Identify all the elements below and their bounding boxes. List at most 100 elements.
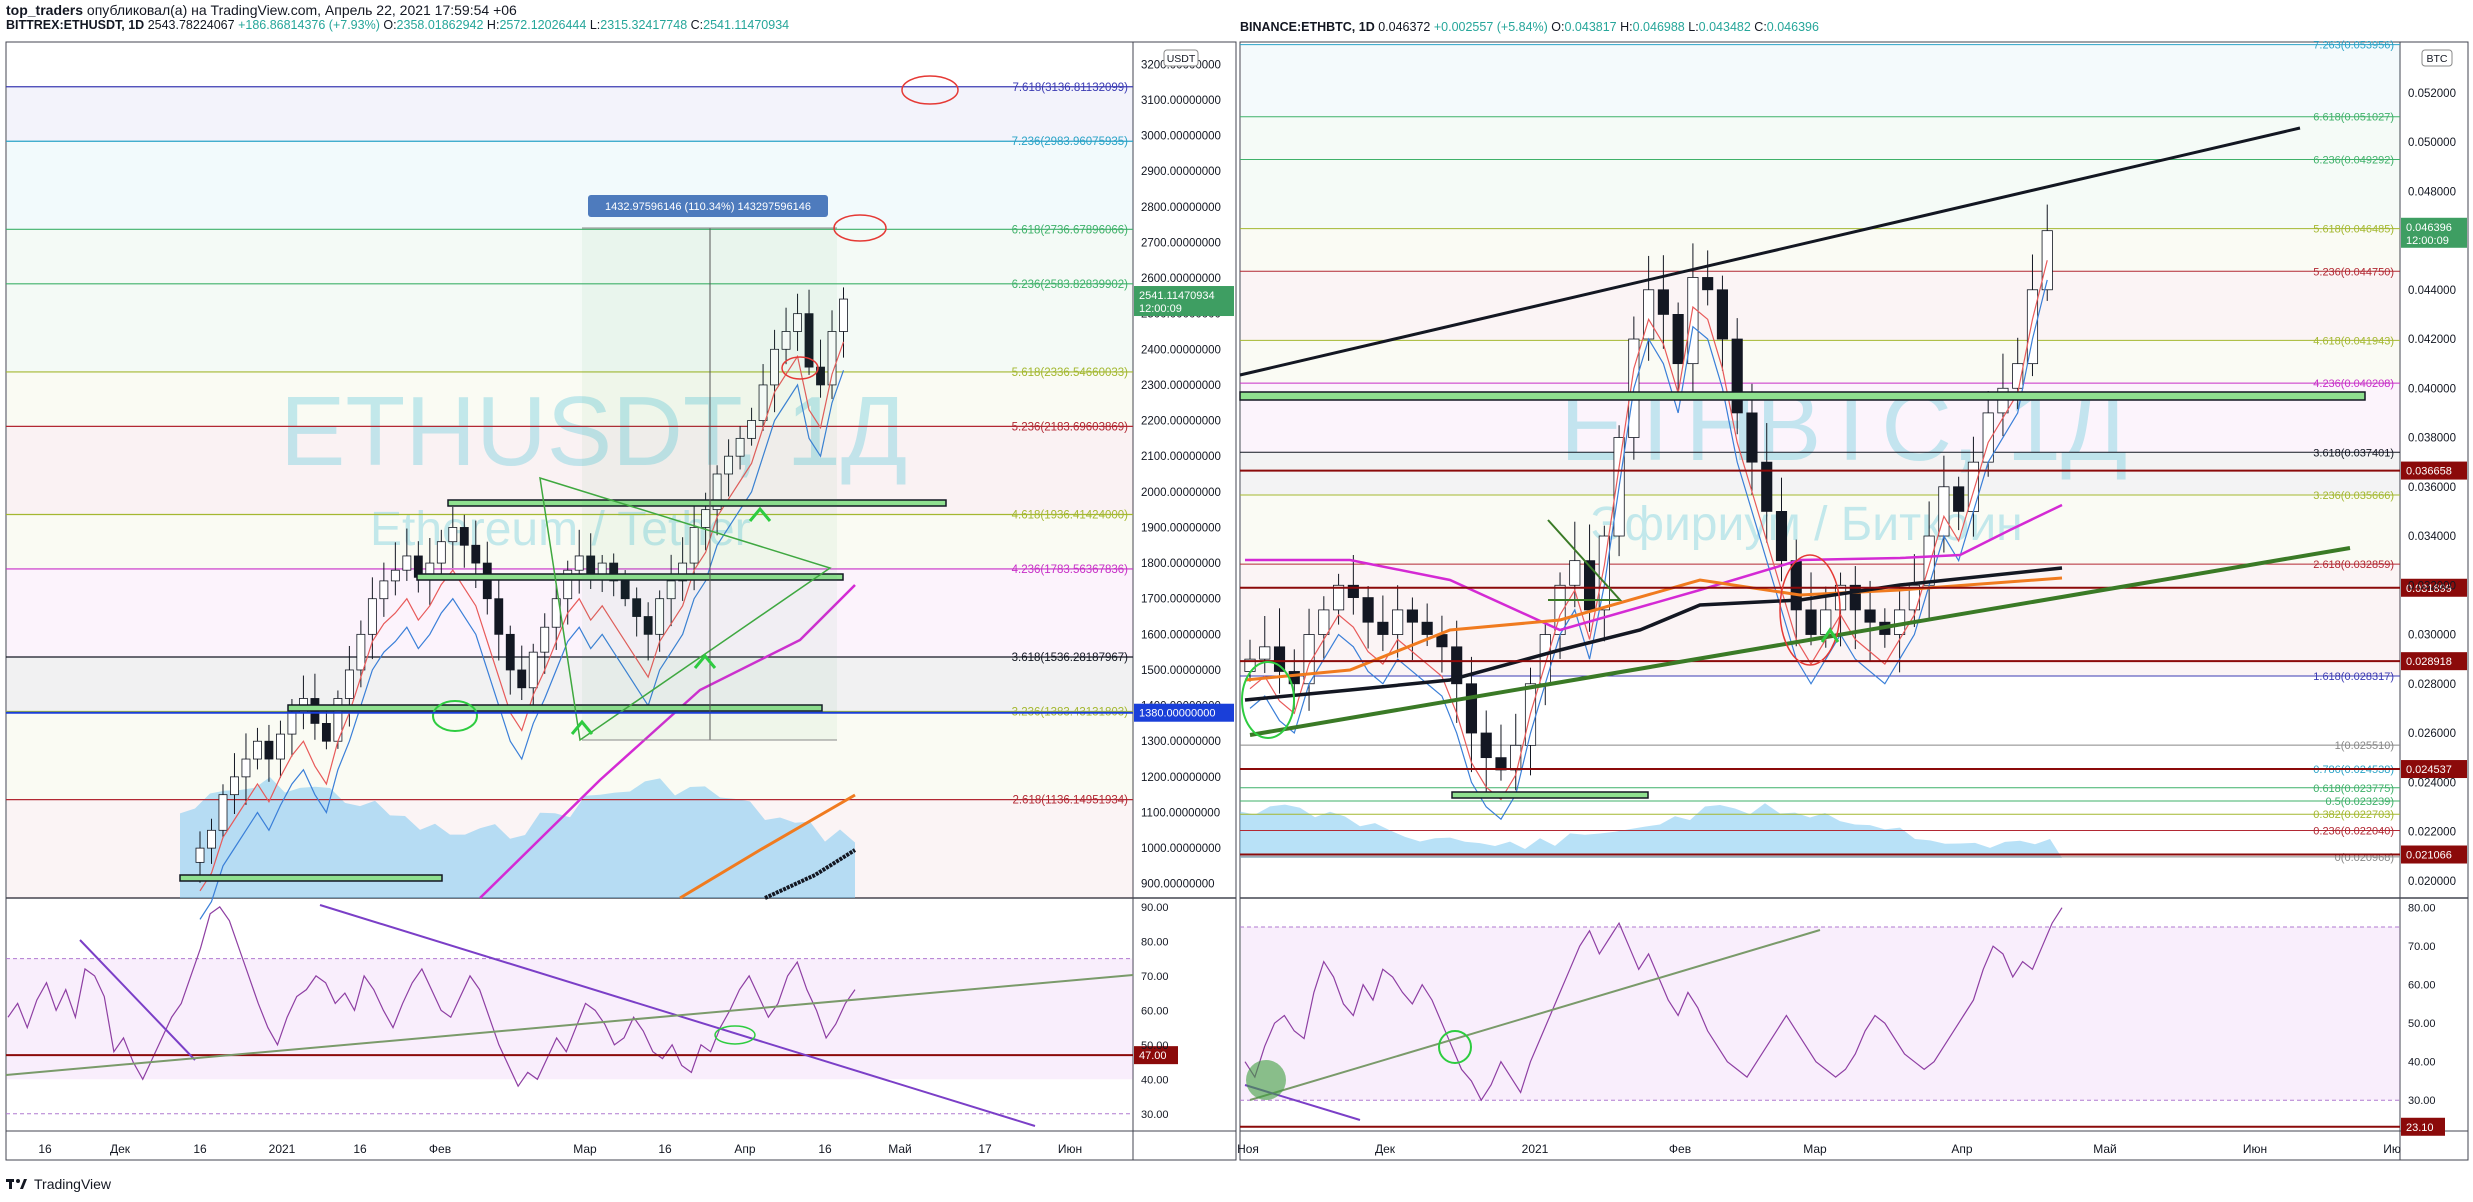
left-candle-body bbox=[747, 420, 757, 439]
right-rsi-band bbox=[1241, 926, 2400, 1101]
right-candle-body bbox=[1775, 510, 1788, 562]
right-time-tick: Июн bbox=[2243, 1142, 2267, 1156]
left-fib-band bbox=[7, 283, 1133, 372]
author-name[interactable]: top_traders bbox=[6, 2, 84, 18]
left-fib-label: 5.618(2336.54660033) bbox=[1012, 367, 1129, 379]
left-ma-magenta bbox=[479, 584, 856, 899]
right-currency-label: BTC bbox=[2427, 53, 2448, 65]
left-candle-body bbox=[827, 331, 837, 386]
right-high: 0.046988 bbox=[1632, 20, 1685, 34]
right-last-price-timer: 12:00:09 bbox=[2406, 235, 2449, 247]
right-candle-body bbox=[1377, 621, 1389, 635]
left-candle-body bbox=[609, 562, 619, 582]
right-rsi-circle bbox=[1438, 1030, 1472, 1064]
left-time-tick: Апр bbox=[734, 1142, 756, 1156]
right-symbol: BINANCE:ETHBTC, 1D bbox=[1240, 20, 1375, 34]
left-last-price-tag bbox=[1134, 286, 1234, 317]
left-watermark-name: Ethereum / Tether bbox=[370, 503, 751, 556]
left-annotation-ellipse bbox=[901, 75, 959, 105]
left-measure-badge bbox=[588, 195, 828, 217]
right-annotation-circle bbox=[1241, 661, 1295, 739]
right-price-tick: 0.044000 bbox=[2408, 285, 2456, 297]
right-candle-body bbox=[1702, 277, 1714, 291]
right-fib-band bbox=[1241, 494, 2400, 565]
left-candle-body bbox=[482, 562, 492, 600]
right-rsi-tick: 70.00 bbox=[2408, 941, 2436, 953]
left-candle-body bbox=[367, 598, 377, 635]
right-candle-body bbox=[1687, 277, 1699, 365]
left-candle-body bbox=[816, 366, 825, 386]
right-rsi-tick: 30.00 bbox=[2408, 1095, 2436, 1107]
right-time-tick: Фев bbox=[1669, 1142, 1691, 1156]
left-support-zone bbox=[416, 573, 844, 581]
left-fib-band bbox=[7, 657, 1133, 712]
right-fib-band bbox=[1241, 159, 2400, 229]
right-candle-body bbox=[1569, 560, 1581, 586]
right-candle-body bbox=[1451, 646, 1463, 685]
right-fib-label: 6.236(0.049292) bbox=[2313, 154, 2394, 166]
left-candle-body bbox=[471, 544, 481, 564]
right-fib-band bbox=[1241, 44, 2400, 117]
right-candle-body bbox=[1421, 621, 1433, 635]
right-candle-body bbox=[1672, 314, 1684, 365]
left-support-zone bbox=[447, 499, 947, 507]
left-ma-blue bbox=[199, 370, 845, 920]
right-level-tag bbox=[2401, 760, 2467, 779]
left-price-tick: 1300.00000000 bbox=[1141, 736, 1221, 748]
left-time-tick: 16 bbox=[193, 1142, 207, 1156]
left-last: 2543.78224067 bbox=[147, 18, 235, 32]
left-candle-body bbox=[253, 740, 262, 760]
right-candle-body bbox=[1953, 486, 1965, 512]
left-time-tick: Май bbox=[888, 1142, 912, 1156]
right-candle-body bbox=[1805, 609, 1817, 635]
left-rsi-level-tag bbox=[1134, 1046, 1178, 1065]
right-candle-body bbox=[1465, 683, 1478, 734]
right-time-tick: 2021 bbox=[1522, 1142, 1549, 1156]
right-price-tick: 0.024000 bbox=[2408, 777, 2456, 789]
left-candle-body bbox=[402, 555, 412, 571]
left-volume-area bbox=[180, 777, 855, 898]
left-rsi-trendline bbox=[79, 939, 196, 1061]
left-ma-black bbox=[764, 848, 857, 900]
right-price-tick: 0.050000 bbox=[2408, 137, 2456, 149]
footer-brand[interactable]: TradingView bbox=[34, 1176, 112, 1192]
left-candle-body bbox=[505, 633, 515, 671]
left-symbol: BITTREX:ETHUSDT, 1D bbox=[6, 18, 145, 32]
left-last-price-value: 2541.11470934 bbox=[1139, 290, 1215, 302]
right-price-tick: 0.052000 bbox=[2408, 88, 2456, 100]
left-price-tick: 900.00000000 bbox=[1141, 879, 1215, 891]
right-level-value: 0.021066 bbox=[2406, 850, 2452, 862]
left-measure-label: 1432.97596146 (110.34%) 143297596146 bbox=[605, 201, 811, 213]
right-fib-label: 0.5(0.023239) bbox=[2326, 796, 2395, 808]
left-time-tick: Мар bbox=[573, 1142, 597, 1156]
right-ma-orange bbox=[1244, 576, 2063, 682]
left-rsi-circle bbox=[714, 1025, 756, 1045]
left-price-tick: 1700.00000000 bbox=[1141, 594, 1221, 606]
left-time-tick: 16 bbox=[658, 1142, 672, 1156]
right-level-tag bbox=[2401, 578, 2467, 597]
left-candle-body bbox=[563, 569, 573, 600]
left-annotation-ellipse bbox=[833, 214, 887, 242]
left-time-tick: 16 bbox=[38, 1142, 52, 1156]
left-fib-band bbox=[7, 514, 1133, 569]
right-ma-blue bbox=[1249, 279, 2048, 821]
left-candle-body bbox=[540, 626, 550, 653]
right-candle-body bbox=[1716, 289, 1729, 340]
right-fib-band bbox=[1241, 228, 2400, 272]
right-price-tick: 0.040000 bbox=[2408, 383, 2456, 395]
right-rsi-level-value: 23.10 bbox=[2406, 1122, 2434, 1134]
right-price-tick: 0.036000 bbox=[2408, 482, 2456, 494]
left-fib-label: 3.618(1536.28187967) bbox=[1012, 652, 1129, 664]
left-price-tick: 2200.00000000 bbox=[1141, 416, 1221, 428]
left-candle-body bbox=[494, 598, 504, 635]
right-level-tag bbox=[2401, 461, 2467, 480]
right-candle-body bbox=[1849, 584, 1861, 611]
left-fib-label: 6.236(2583.82839902) bbox=[1012, 279, 1129, 291]
right-candle-body bbox=[1392, 609, 1404, 635]
left-time-tick: Июн bbox=[1058, 1142, 1082, 1156]
left-price-tick: 2300.00000000 bbox=[1141, 380, 1221, 392]
right-price-tick: 0.028000 bbox=[2408, 679, 2456, 691]
left-candle-body bbox=[195, 847, 205, 863]
publish-info: опубликовал(а) на TradingView.com, Апрел… bbox=[86, 2, 517, 18]
